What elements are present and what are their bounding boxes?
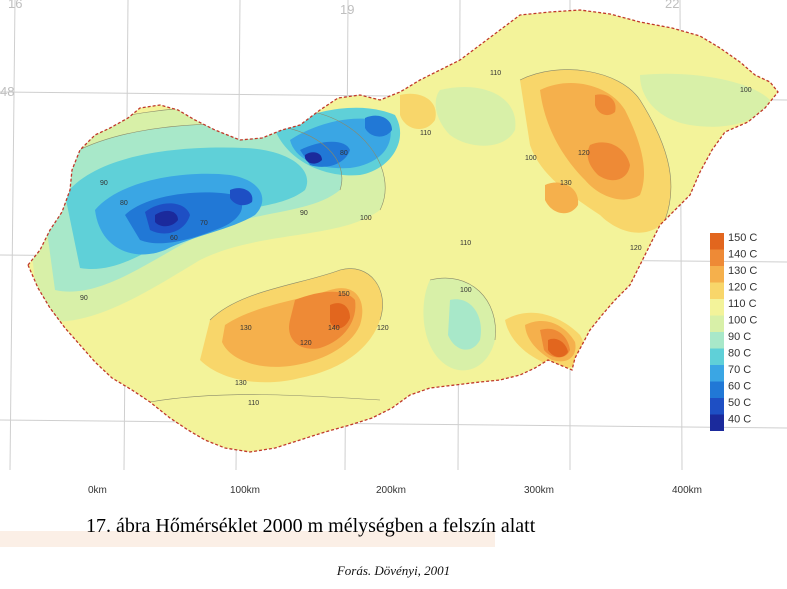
legend-label: 110 C (728, 298, 757, 310)
contour-label: 70 (200, 220, 208, 227)
zone-60-north-b (365, 115, 392, 137)
legend-label: 40 C (728, 414, 751, 426)
legend-label: 150 C (728, 232, 757, 244)
legend-swatch (710, 332, 724, 349)
contour-label: 100 (740, 87, 752, 94)
zone-100-north (435, 86, 516, 146)
zone-50-b (230, 188, 253, 206)
caption-highlight (0, 531, 495, 547)
longitude-label-19: 19 (340, 2, 354, 17)
legend-swatch (710, 249, 724, 266)
contour-label: 130 (235, 380, 247, 387)
legend-swatch (710, 315, 724, 332)
legend-swatch (710, 282, 724, 299)
contour-label: 60 (170, 235, 178, 242)
legend-label: 130 C (728, 265, 757, 277)
contour-label: 110 (490, 70, 501, 77)
contour-label: 140 (328, 325, 340, 332)
contour-label: 90 (80, 295, 88, 302)
zone-40 (155, 210, 178, 227)
contour-label: 130 (240, 325, 252, 332)
zone-40-b (305, 152, 322, 164)
legend-swatch (710, 414, 724, 431)
legend-swatch (710, 365, 724, 382)
scale-label-100km: 100km (230, 485, 260, 496)
legend-swatch (710, 398, 724, 415)
scale-label-400km: 400km (672, 485, 702, 496)
contour-label: 90 (100, 180, 108, 187)
contour-label: 120 (377, 325, 389, 332)
legend-label: 80 C (728, 348, 751, 360)
zone-140-east (587, 142, 630, 181)
contour-label: 110 (460, 240, 471, 247)
contour-label: 100 (460, 287, 472, 294)
contour-label: 110 (248, 400, 259, 407)
zone-120-north (400, 93, 436, 130)
legend-swatch (710, 233, 724, 250)
legend-swatch (710, 299, 724, 316)
figure-source: Forás. Dövényi, 2001 (336, 563, 451, 578)
legend-label: 140 C (728, 249, 757, 261)
zone-140-east-b (595, 94, 616, 116)
temperature-zones (28, 10, 778, 452)
contour-label: 80 (340, 150, 348, 157)
zone-150-central (330, 303, 350, 329)
contour-label: 100 (525, 155, 537, 162)
scale-labels: 0km 100km 200km 300km 400km (88, 485, 702, 496)
scale-label-300km: 300km (524, 485, 554, 496)
legend-label: 90 C (728, 331, 751, 343)
legend-label: 100 C (728, 315, 757, 327)
legend-swatch (710, 348, 724, 365)
legend-swatch (710, 266, 724, 283)
zone-130-east-b (545, 182, 579, 214)
contour-label: 120 (578, 150, 590, 157)
contour-label: 120 (630, 245, 642, 252)
longitude-label-22: 22 (665, 0, 679, 11)
zone-100-northeast (640, 73, 770, 127)
contour-label: 90 (300, 210, 308, 217)
legend-swatch (710, 381, 724, 398)
legend-label: 120 C (728, 282, 757, 294)
scale-label-200km: 200km (376, 485, 406, 496)
contour-labels: 90 80 70 60 90 80 100 110 120 130 140 15… (80, 70, 752, 407)
contour-label: 100 (360, 215, 372, 222)
contour-label: 150 (338, 291, 350, 298)
legend-label: 70 C (728, 364, 751, 376)
contour-label: 130 (560, 180, 572, 187)
zone-150-southeast (548, 338, 568, 358)
scale-label-0km: 0km (88, 485, 107, 496)
figure-caption: 17. ábra Hőmérséklet 2000 m mélységben a… (86, 515, 536, 537)
temperature-map: 16 19 22 48 (0, 0, 787, 470)
temperature-legend: 150 C 140 C 130 C 120 C 110 C 100 C 90 C 80 C 70… (710, 232, 757, 431)
contour-label: 110 (420, 130, 431, 137)
longitude-label-16: 16 (8, 0, 22, 11)
latitude-label-48: 48 (0, 84, 14, 99)
contour-label: 80 (120, 200, 128, 207)
zone-90-south (448, 299, 481, 350)
contour-label: 120 (300, 340, 312, 347)
legend-label: 50 C (728, 397, 751, 409)
legend-label: 60 C (728, 381, 751, 393)
